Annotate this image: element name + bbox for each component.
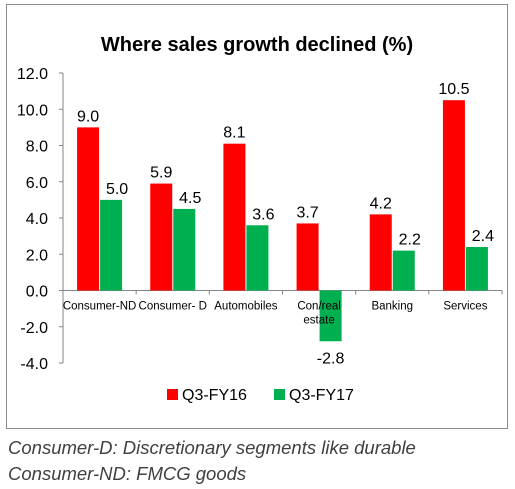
y-tick-label: -4.0 bbox=[20, 356, 48, 373]
x-category-label: Consumer-ND bbox=[63, 301, 137, 313]
y-tick-label: 2.0 bbox=[26, 247, 48, 264]
footnote-consumer-d: Consumer-D: Discretionary segments like … bbox=[8, 437, 416, 458]
data-label: 4.5 bbox=[179, 190, 201, 207]
x-category-label: Banking bbox=[371, 301, 413, 313]
y-tick-label: 6.0 bbox=[26, 175, 48, 192]
bar-q3-fy17 bbox=[246, 225, 269, 291]
data-label: 2.2 bbox=[399, 232, 421, 249]
bar-q3-fy17 bbox=[319, 290, 342, 342]
bar-q3-fy16 bbox=[150, 183, 173, 291]
bar-q3-fy16 bbox=[442, 100, 465, 291]
y-tick-label: 10.0 bbox=[17, 102, 48, 119]
bar-q3-fy17 bbox=[392, 250, 415, 291]
data-label: 9.0 bbox=[77, 108, 99, 125]
bar-q3-fy16 bbox=[369, 214, 392, 291]
legend-swatch bbox=[274, 389, 285, 400]
data-label: 10.5 bbox=[438, 81, 469, 98]
data-label: 3.7 bbox=[296, 204, 318, 221]
data-label: 2.4 bbox=[472, 228, 494, 245]
bar-q3-fy17 bbox=[100, 199, 123, 291]
chart-title: Where sales growth declined (%) bbox=[101, 34, 413, 56]
data-label: 4.2 bbox=[370, 195, 392, 212]
y-tick-label: 8.0 bbox=[26, 139, 48, 156]
x-category-label: estate bbox=[303, 315, 334, 327]
legend-swatch bbox=[167, 389, 178, 400]
bar-q3-fy17 bbox=[173, 208, 196, 291]
data-label: 5.0 bbox=[106, 181, 128, 198]
legend-label: Q3-FY16 bbox=[182, 387, 247, 404]
data-label: -2.8 bbox=[317, 350, 345, 367]
x-category-label: Automobiles bbox=[214, 301, 278, 313]
chart-frame: Where sales growth declined (%) 12.0 10.0 8… bbox=[6, 4, 508, 429]
legend-label: Q3-FY17 bbox=[289, 387, 354, 404]
sales-growth-chart: Where sales growth declined (%) 12.0 10.0 8… bbox=[17, 34, 503, 404]
x-category-label: Con/real bbox=[297, 301, 340, 313]
x-category-label: Services bbox=[443, 301, 487, 313]
bar-q3-fy16 bbox=[296, 223, 319, 291]
data-label: 8.1 bbox=[223, 125, 245, 142]
x-category-label: Consumer- D bbox=[139, 301, 207, 313]
y-tick-label: 0.0 bbox=[26, 284, 48, 301]
data-label: 3.6 bbox=[252, 206, 274, 223]
y-tick-label: 12.0 bbox=[17, 66, 48, 83]
y-tick-label: 4.0 bbox=[26, 211, 48, 228]
bar-q3-fy17 bbox=[465, 247, 488, 291]
y-tick-label: -2.0 bbox=[20, 320, 48, 337]
bar-q3-fy16 bbox=[223, 143, 246, 291]
bar-q3-fy16 bbox=[77, 127, 100, 291]
data-label: 5.9 bbox=[150, 165, 172, 182]
footnote-consumer-nd: Consumer-ND: FMCG goods bbox=[8, 463, 247, 484]
